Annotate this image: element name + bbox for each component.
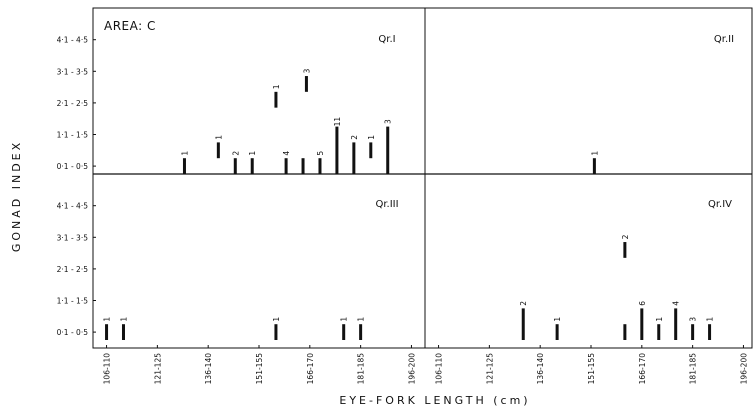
bar-count-label: 1 — [272, 317, 281, 322]
y-tick-label: 3·1 - 3·5 — [57, 67, 89, 76]
y-tick-label: 4·1 - 4·5 — [57, 36, 89, 45]
x-tick-label: 166-170 — [306, 353, 315, 385]
y-tick-label: 3·1 - 3·5 — [57, 233, 89, 242]
bar-count-label: 1 — [180, 151, 189, 156]
bar — [216, 142, 220, 159]
bar-count-label: 1 — [248, 151, 257, 156]
bar — [623, 242, 627, 258]
x-tick-label: 196-200 — [739, 353, 748, 385]
x-tick-label: 106-110 — [103, 353, 112, 385]
bar-count-label: 1 — [119, 317, 128, 322]
y-tick-label: 2·1 - 2·5 — [57, 99, 89, 108]
panel-label: Qr.IV — [708, 199, 732, 210]
bar — [708, 324, 712, 340]
bar-count-label: 1 — [340, 317, 349, 322]
bar — [342, 324, 346, 340]
bar-count-label: 2 — [350, 135, 359, 140]
bar-count-label: 1 — [214, 135, 223, 140]
bar — [555, 324, 559, 340]
bar — [640, 308, 644, 340]
bar — [691, 324, 695, 340]
panel-label: Qr.I — [378, 34, 395, 45]
bar-count-label: 1 — [272, 84, 281, 89]
bar — [301, 158, 305, 174]
x-tick-label: 121-125 — [153, 353, 162, 385]
bar-count-label: 5 — [316, 151, 325, 156]
x-tick-label: 196-200 — [407, 353, 416, 385]
bar — [284, 158, 288, 174]
bar-count-label: 1 — [367, 135, 376, 140]
bar-count-label: 1 — [357, 317, 366, 322]
panel-label: Qr.III — [375, 199, 398, 210]
bar — [121, 324, 125, 340]
labels: AREA: C EYE-FORK LENGTH (cm) GONAD INDEX… — [10, 19, 748, 407]
bar-count-label: 1 — [553, 317, 562, 322]
bar — [274, 91, 278, 108]
x-tick-label: 151-155 — [255, 353, 264, 385]
bar — [274, 324, 278, 340]
y-tick-label: 1·1 - 1·5 — [57, 297, 89, 306]
bar — [521, 308, 525, 340]
bars — [105, 76, 712, 340]
bar-count-label: 4 — [282, 151, 291, 156]
bar — [359, 324, 363, 340]
bar — [386, 126, 390, 174]
y-tick-label: 0·1 - 0·5 — [57, 162, 89, 171]
bar — [318, 158, 322, 174]
y-tick-label: 1·1 - 1·5 — [57, 131, 89, 140]
bar — [369, 142, 373, 159]
bar-count-label: 2 — [231, 151, 240, 156]
bar — [182, 158, 186, 174]
bar — [250, 158, 254, 174]
x-tick-label: 121-125 — [485, 353, 494, 385]
bar-count-label: 3 — [384, 119, 393, 124]
bar — [352, 142, 356, 174]
bar-count-label: 1 — [590, 151, 599, 156]
bar — [335, 126, 339, 174]
x-tick-label: 181-185 — [689, 353, 698, 385]
bar-count-label: 6 — [638, 301, 647, 306]
bar-count-label: 2 — [519, 301, 528, 306]
bar-count-label: 4 — [672, 301, 681, 306]
y-axis-title: GONAD INDEX — [10, 140, 23, 252]
bar — [674, 308, 678, 340]
x-tick-label: 106-110 — [435, 353, 444, 385]
x-axis-title: EYE-FORK LENGTH (cm) — [339, 394, 530, 407]
bar — [304, 76, 308, 92]
bar — [233, 158, 237, 174]
bar — [105, 324, 109, 340]
bar-count-label: 3 — [302, 68, 311, 73]
bar — [657, 324, 661, 340]
panel-frames — [92, 7, 753, 349]
x-tick-label: 181-185 — [357, 353, 366, 385]
y-tick-label: 2·1 - 2·5 — [57, 265, 89, 274]
x-tick-label: 166-170 — [638, 353, 647, 385]
bar-count-label: 2 — [621, 234, 630, 239]
bar — [623, 324, 627, 340]
outer-frame — [92, 7, 753, 349]
y-tick-label: 4·1 - 4·5 — [57, 202, 89, 211]
x-tick-label: 136-140 — [204, 353, 213, 385]
bar-count-label: 1 — [655, 317, 664, 322]
bar — [592, 158, 596, 174]
bar-count-label: 3 — [689, 317, 698, 322]
panel-label: Qr.II — [714, 34, 734, 45]
y-tick-label: 0·1 - 0·5 — [57, 328, 89, 337]
bar-count-label: 11 — [333, 117, 342, 127]
bar-count-label: 1 — [103, 317, 112, 322]
bar-count-label: 1 — [706, 317, 715, 322]
x-tick-label: 136-140 — [536, 353, 545, 385]
area-label: AREA: C — [104, 19, 156, 33]
x-tick-label: 151-155 — [587, 353, 596, 385]
